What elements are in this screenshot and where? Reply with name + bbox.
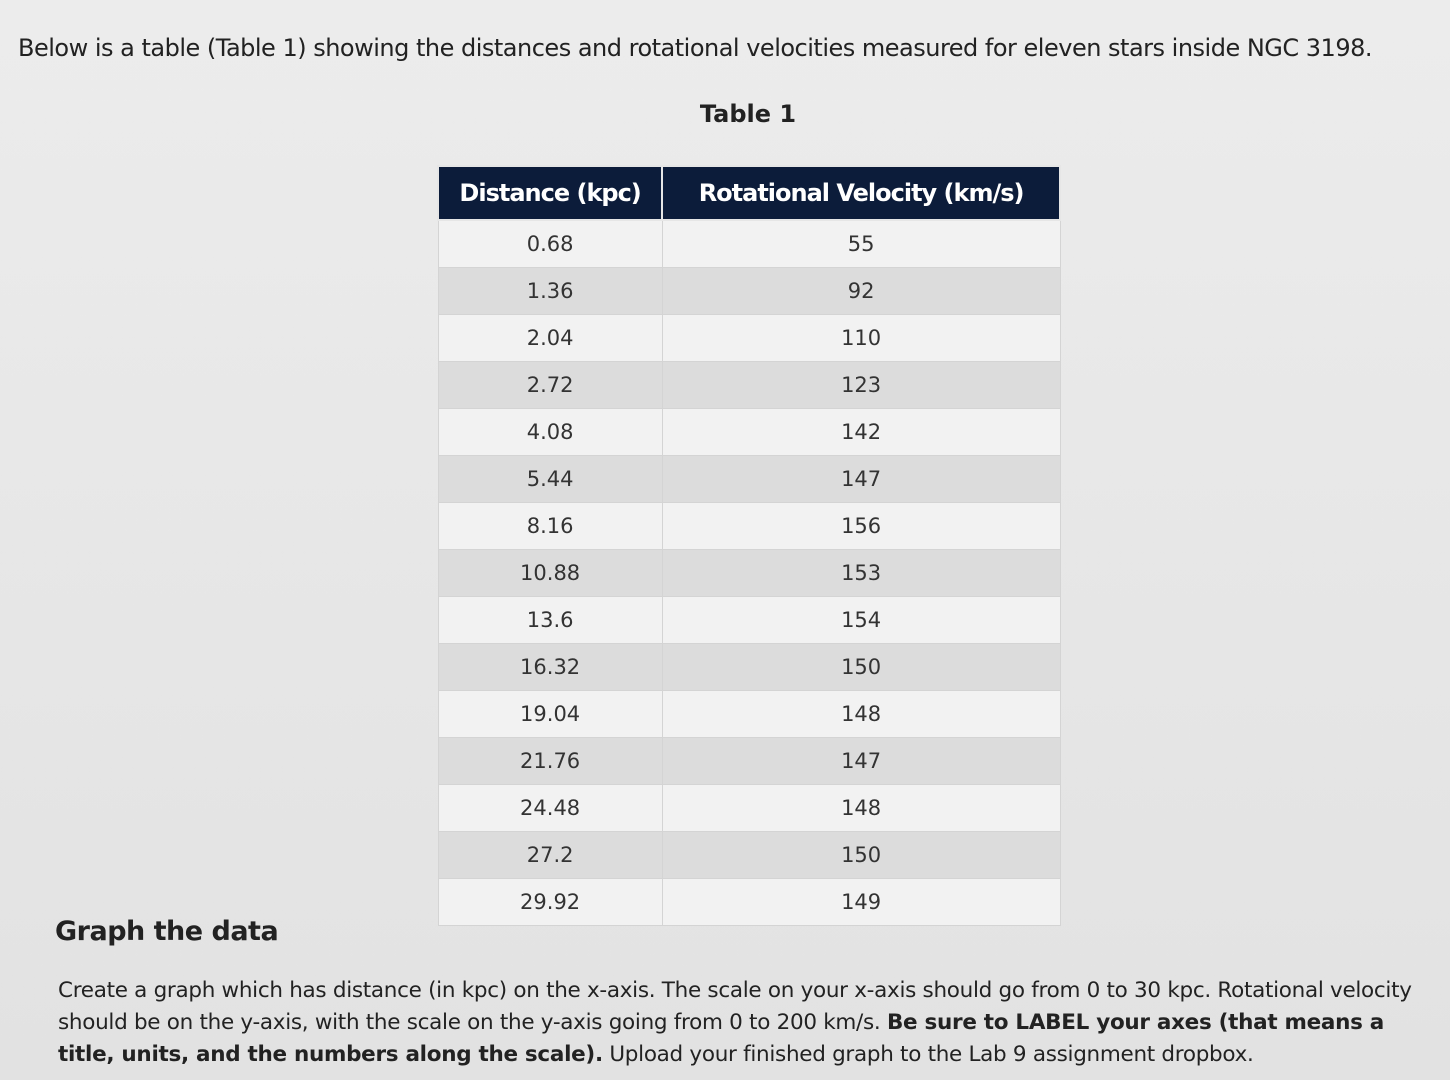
table-cell: 154 xyxy=(661,596,1061,644)
data-table: Distance (kpc) Rotational Velocity (km/s)… xyxy=(436,165,1061,926)
table-cell: 55 xyxy=(661,219,1061,268)
column-header: Rotational Velocity (km/s) xyxy=(661,165,1061,221)
table-cell: 147 xyxy=(661,455,1061,503)
table-cell: 149 xyxy=(661,878,1061,926)
table-cell: 19.04 xyxy=(437,690,663,738)
table-cell: 2.04 xyxy=(437,314,663,362)
table-cell: 10.88 xyxy=(437,549,663,597)
table-cell: 150 xyxy=(661,643,1061,691)
section-heading: Graph the data xyxy=(55,916,279,947)
table-cell: 1.36 xyxy=(437,267,663,315)
table-cell: 27.2 xyxy=(437,831,663,879)
table-cell: 153 xyxy=(661,549,1061,597)
table-cell: 21.76 xyxy=(437,737,663,785)
table-row: 2.04 110 xyxy=(437,314,1061,362)
table-cell: 147 xyxy=(661,737,1061,785)
table-cell: 8.16 xyxy=(437,502,663,550)
table-cell: 156 xyxy=(661,502,1061,550)
table-row: 13.6 154 xyxy=(437,596,1061,644)
table-cell: 0.68 xyxy=(437,219,663,268)
table-cell: 148 xyxy=(661,690,1061,738)
table-cell: 148 xyxy=(661,784,1061,832)
instruction-emphasis: Be sure to LABEL your axes (that means a… xyxy=(58,1010,1385,1067)
table-row: 2.72 123 xyxy=(437,361,1061,409)
table-row: 5.44 147 xyxy=(437,455,1061,503)
table-row: 0.68 55 xyxy=(437,219,1061,268)
table-cell: 142 xyxy=(661,408,1061,456)
table-row: 24.48 148 xyxy=(437,784,1061,832)
table-cell: 110 xyxy=(661,314,1061,362)
instruction-text: Upload your finished graph to the Lab 9 … xyxy=(602,1042,1254,1067)
column-header: Distance (kpc) xyxy=(436,165,664,221)
table-row: 10.88 153 xyxy=(437,549,1061,597)
table-cell: 123 xyxy=(661,361,1061,409)
table-cell: 4.08 xyxy=(437,408,663,456)
instruction-text: Create a graph which has distance (in kp… xyxy=(58,978,1412,1035)
table-row: 8.16 156 xyxy=(437,502,1061,550)
table-cell: 150 xyxy=(661,831,1061,879)
table-cell: 5.44 xyxy=(437,455,663,503)
table-cell: 16.32 xyxy=(437,643,663,691)
table-row: 1.36 92 xyxy=(437,267,1061,315)
table-cell: 24.48 xyxy=(437,784,663,832)
table-row: 19.04 148 xyxy=(437,690,1061,738)
table-cell: 29.92 xyxy=(437,878,663,926)
table-row: 29.92 149 xyxy=(437,878,1061,926)
table-cell: 2.72 xyxy=(437,361,663,409)
table-row: 4.08 142 xyxy=(437,408,1061,456)
intro-text: Below is a table (Table 1) showing the d… xyxy=(18,34,1373,62)
table-row: 27.2 150 xyxy=(437,831,1061,879)
table-row: 21.76 147 xyxy=(437,737,1061,785)
table-title: Table 1 xyxy=(699,100,797,128)
table-cell: 13.6 xyxy=(437,596,663,644)
instructions: Create a graph which has distance (in kp… xyxy=(58,975,1443,1071)
table-row: 16.32 150 xyxy=(437,643,1061,691)
table-body: 0.68 55 1.36 92 2.04 110 2.72 123 4.08 142 5.44 147… xyxy=(437,219,1061,926)
table-cell: 92 xyxy=(661,267,1061,315)
header-row: Distance (kpc) Rotational Velocity (km/s) xyxy=(436,165,1061,221)
